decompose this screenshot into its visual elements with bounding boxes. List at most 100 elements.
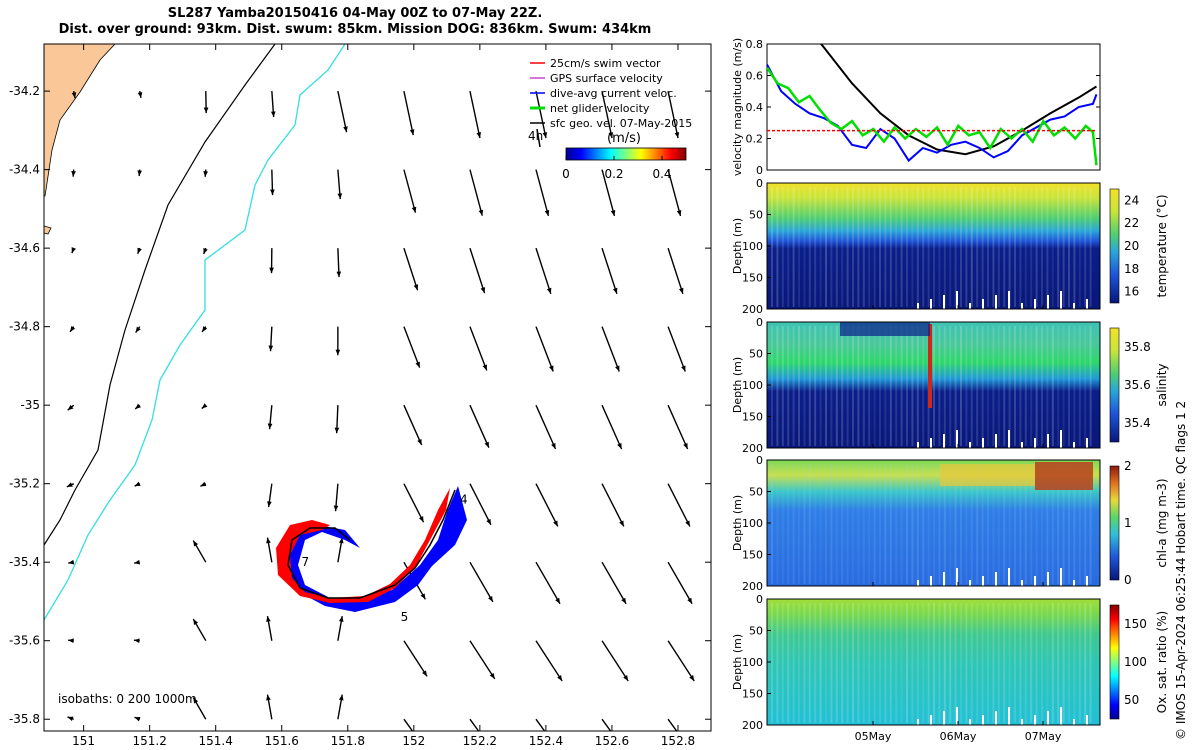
- section-gap: [1047, 711, 1049, 725]
- section-cast: [1052, 326, 1054, 446]
- section-cast: [868, 464, 870, 584]
- section-cast: [1052, 603, 1054, 723]
- velocity-vector: [338, 91, 347, 132]
- section-cast: [1079, 187, 1081, 307]
- velocity-vector-head: [415, 362, 419, 368]
- section-cast: [1025, 603, 1027, 723]
- section-cast: [879, 187, 881, 307]
- section-panel-salinity: 050100150200Depth (m)35.435.635.8salinit…: [731, 316, 1169, 455]
- section-ylabel: Depth (m): [731, 218, 744, 274]
- map-xtick-label: 151: [72, 734, 95, 748]
- section-cast: [814, 464, 816, 584]
- section-cast: [793, 187, 795, 307]
- section-cast: [1014, 326, 1016, 446]
- section-cast: [874, 464, 876, 584]
- section-cast: [814, 603, 816, 723]
- track-day-label: 4: [460, 492, 468, 506]
- section-cast: [1090, 326, 1092, 446]
- section-ytick-label: 0: [756, 454, 763, 467]
- section-panel-oxygen-saturation: 050100150200Depth (m)50100150 Ox. sat. ra…: [731, 593, 1169, 743]
- velocity-vector: [404, 248, 418, 290]
- section-cast: [852, 464, 854, 584]
- section-cast: [949, 187, 951, 307]
- section-gap: [1060, 430, 1062, 448]
- section-cast: [836, 464, 838, 584]
- surface-velocity-vectors: [67, 91, 696, 750]
- section-gap: [969, 442, 971, 448]
- velocity-vector-head: [202, 326, 207, 332]
- section-panels: 050100150200Depth (m)1618202224 temperatu…: [731, 177, 1169, 743]
- section-cast: [803, 187, 805, 307]
- velocity-vector-head: [268, 346, 273, 352]
- legend-swim-label: 25cm/s swim vector: [550, 57, 661, 70]
- section-cast: [928, 464, 930, 584]
- map-ytick-label: -35.6: [9, 634, 40, 648]
- velocity-vector-head: [269, 268, 274, 274]
- glider-track: [276, 486, 467, 612]
- section-cast: [906, 464, 908, 584]
- velocity-vector: [404, 641, 427, 677]
- section-cast: [1057, 603, 1059, 723]
- section-cast: [1019, 603, 1021, 723]
- velocity-vector: [470, 91, 480, 138]
- map-xtick-label: 152.6: [595, 734, 629, 748]
- section-cast: [982, 603, 984, 723]
- section-cast: [776, 187, 778, 307]
- velocity-vector-head: [339, 616, 344, 622]
- map-xtick-label: 151.8: [331, 734, 365, 748]
- section-cast: [1003, 326, 1005, 446]
- section-colorbar-tick-label: 0: [1124, 573, 1132, 587]
- section-cast: [857, 326, 859, 446]
- velocity-ytick-label: 0.8: [746, 38, 764, 51]
- section-cast: [960, 603, 962, 723]
- section-gap: [1034, 438, 1036, 448]
- section-cast: [955, 187, 957, 307]
- section-gap: [1060, 291, 1062, 309]
- section-cast: [1030, 603, 1032, 723]
- section-ytick-label: 200: [742, 580, 763, 593]
- section-cast: [798, 464, 800, 584]
- section-cast: [917, 326, 919, 446]
- section-gap: [930, 715, 932, 725]
- section-cast: [965, 187, 967, 307]
- section-cast: [1063, 603, 1065, 723]
- section-cast: [803, 464, 805, 584]
- chl-max-patch: [1035, 462, 1093, 490]
- section-gap: [995, 572, 997, 586]
- map-ytick-label: -35: [20, 398, 40, 412]
- section-colorbar-tick-label: 24: [1124, 193, 1139, 207]
- section-cast: [809, 464, 811, 584]
- section-colorbar-tick-label: 50: [1124, 693, 1139, 707]
- section-cast: [992, 187, 994, 307]
- section-cast: [814, 187, 816, 307]
- section-cast: [1079, 603, 1081, 723]
- section-cast: [1052, 187, 1054, 307]
- velocity-vector-head: [67, 717, 73, 721]
- velocity-vector-head: [483, 364, 487, 370]
- section-gap: [1021, 580, 1023, 586]
- velocity-vector-head: [266, 538, 271, 544]
- section-gap: [982, 715, 984, 725]
- section-gap: [1086, 299, 1088, 309]
- section-ytick-label: 200: [742, 719, 763, 732]
- velocity-series: [767, 0, 1096, 165]
- velocity-vector: [404, 170, 416, 213]
- section-cast: [868, 187, 870, 307]
- section-cast: [933, 464, 935, 584]
- section-cast: [1025, 326, 1027, 446]
- section-colorbar-tick-label: 100: [1124, 655, 1147, 669]
- section-cast: [863, 603, 865, 723]
- section-cast: [776, 464, 778, 584]
- legend-sfc-label: sfc geo. vel. 07-May-2015: [550, 117, 692, 130]
- section-cast: [841, 464, 843, 584]
- section-cast: [874, 603, 876, 723]
- map-panel: 151 151.2 151.4 151.6 151.8 152 152.2 152.4 152.…: [9, 44, 711, 750]
- section-gap: [995, 434, 997, 448]
- section-cast: [976, 326, 978, 446]
- section-cast: [771, 326, 773, 446]
- velocity-ylabel: velocity magnitude (m/s): [731, 38, 744, 176]
- section-colorbar: [1110, 328, 1119, 442]
- section-cast: [998, 187, 1000, 307]
- section-ytick-label: 200: [742, 303, 763, 316]
- salinity-surface-fresh: [840, 322, 930, 336]
